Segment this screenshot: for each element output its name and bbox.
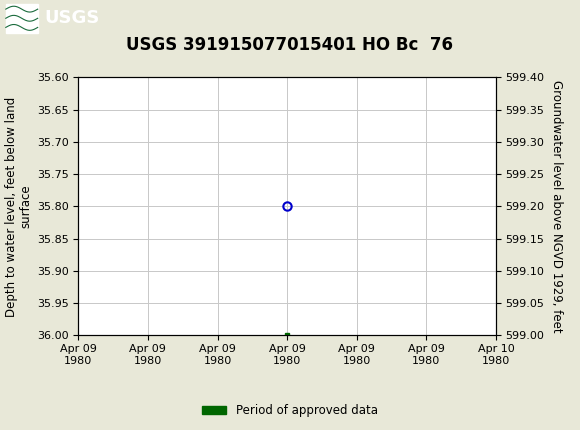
Legend: Period of approved data: Period of approved data	[198, 399, 382, 422]
Text: USGS 391915077015401 HO Bc  76: USGS 391915077015401 HO Bc 76	[126, 36, 454, 54]
Y-axis label: Depth to water level, feet below land
surface: Depth to water level, feet below land su…	[5, 96, 32, 316]
Bar	[6, 3, 38, 33]
Text: USGS: USGS	[45, 9, 100, 27]
Y-axis label: Groundwater level above NGVD 1929, feet: Groundwater level above NGVD 1929, feet	[550, 80, 563, 333]
